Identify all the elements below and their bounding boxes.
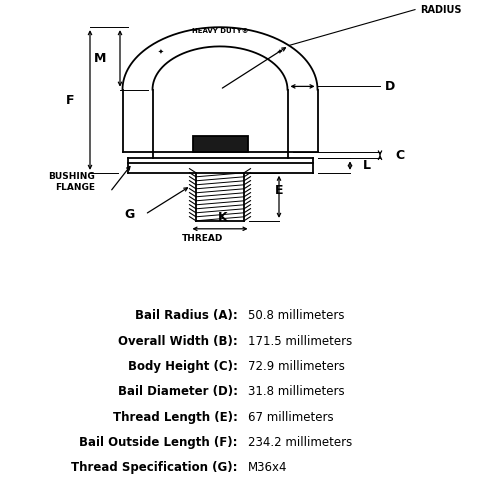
Polygon shape (192, 136, 248, 152)
Text: Bail Radius (A):: Bail Radius (A): (135, 309, 238, 322)
Text: Thread Specification (G):: Thread Specification (G): (71, 461, 237, 474)
Text: ✦: ✦ (276, 48, 282, 54)
Text: Bail Diameter (D):: Bail Diameter (D): (118, 385, 238, 398)
Text: 67 millimeters: 67 millimeters (248, 410, 333, 424)
Text: HEAVY DUTY®: HEAVY DUTY® (192, 28, 248, 34)
Text: Bail Outside Length (F):: Bail Outside Length (F): (79, 436, 237, 449)
Text: RADIUS: RADIUS (420, 4, 462, 15)
Text: F: F (66, 94, 74, 106)
Text: L: L (362, 159, 370, 172)
Text: M: M (94, 52, 106, 65)
Text: Body Height (C):: Body Height (C): (128, 360, 238, 373)
Text: ✦: ✦ (158, 48, 164, 54)
Text: K: K (218, 211, 228, 224)
Text: 234.2 millimeters: 234.2 millimeters (248, 436, 352, 449)
Text: 171.5 millimeters: 171.5 millimeters (248, 334, 352, 347)
Text: Thread Length (E):: Thread Length (E): (112, 410, 238, 424)
Text: THREAD: THREAD (182, 234, 223, 242)
Text: 31.8 millimeters: 31.8 millimeters (248, 385, 344, 398)
Text: E: E (275, 184, 283, 197)
Text: BUSHING
FLANGE: BUSHING FLANGE (48, 172, 95, 193)
Text: M36x4: M36x4 (248, 461, 287, 474)
Text: 50.8 millimeters: 50.8 millimeters (248, 309, 344, 322)
Text: 72.9 millimeters: 72.9 millimeters (248, 360, 344, 373)
Text: C: C (395, 148, 404, 162)
Text: G: G (125, 208, 135, 221)
Text: Overall Width (B):: Overall Width (B): (118, 334, 238, 347)
Text: D: D (385, 80, 395, 93)
